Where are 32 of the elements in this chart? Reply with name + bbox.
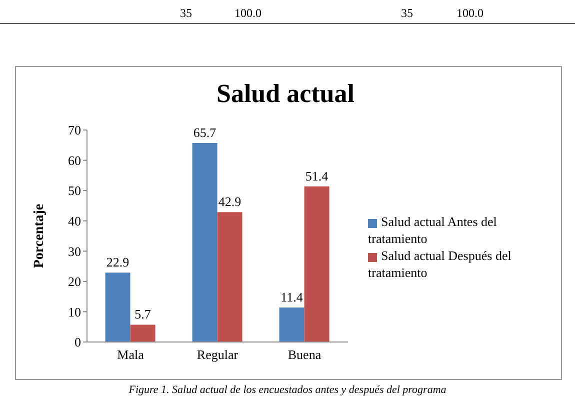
x-tick-label: Regular (196, 347, 239, 362)
y-tick-label: 70 (68, 122, 81, 138)
data-label: 42.9 (218, 194, 242, 210)
y-tick-label: 0 (74, 334, 81, 350)
x-tick-label: Buena (288, 347, 322, 362)
y-tick-label: 10 (68, 304, 81, 320)
data-label: 51.4 (305, 168, 329, 184)
chart-title: Salud actual (216, 79, 354, 108)
legend-label: Salud actual Después del tratamiento (368, 248, 512, 280)
y-axis-title: Porcentaje (32, 204, 47, 268)
text: 35 (180, 6, 192, 21)
bar (217, 212, 242, 342)
data-label: 22.9 (106, 254, 130, 270)
text: 100.0 (234, 6, 262, 21)
data-label: 11.4 (280, 289, 304, 304)
bar (130, 324, 156, 342)
y-tick-label: 50 (68, 183, 81, 198)
y-tick-label: 20 (68, 274, 81, 290)
text: 35 (401, 6, 413, 21)
bar (192, 143, 218, 342)
data-label: 65.7 (193, 125, 217, 140)
caption: Figure 1. Salud actual de los encuestados antes y después del programa (128, 384, 448, 396)
x-tick-label: Mala (117, 347, 144, 362)
y-tick-label: 40 (68, 213, 81, 228)
y-tick-label: 60 (68, 152, 81, 168)
bar (304, 186, 330, 342)
bar (105, 272, 130, 342)
y-tick-label: 30 (68, 244, 81, 259)
data-label: 5.7 (134, 306, 152, 322)
bar (279, 307, 304, 342)
legend-label: Salud actual Antes del tratamiento (368, 214, 497, 246)
text: 100.0 (456, 6, 484, 21)
